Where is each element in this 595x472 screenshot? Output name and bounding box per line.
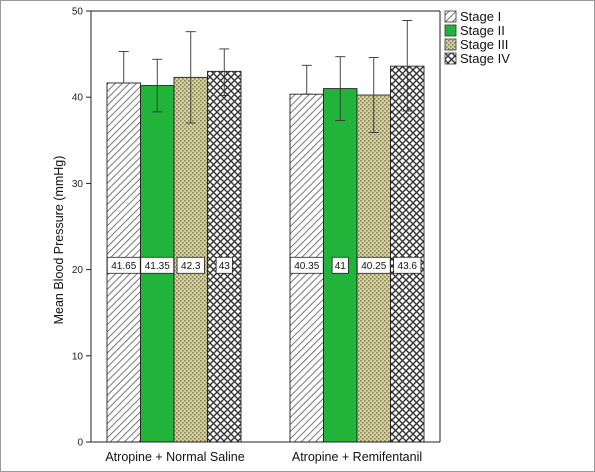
data-label: 42.3 bbox=[181, 261, 201, 272]
y-axis-label: Mean Blood Pressure (mmHg) bbox=[52, 156, 66, 325]
legend-label: Stage II bbox=[460, 23, 505, 38]
y-tick-label: 20 bbox=[72, 265, 84, 276]
data-label: 40.35 bbox=[294, 261, 319, 272]
legend-swatch-stage-iv bbox=[444, 52, 457, 65]
legend-label: Stage I bbox=[460, 9, 501, 24]
data-label-box bbox=[106, 256, 141, 274]
y-tick-label: 0 bbox=[77, 438, 83, 449]
legend-label: Stage III bbox=[460, 37, 508, 52]
data-label-box bbox=[289, 256, 324, 274]
data-label: 41.35 bbox=[145, 261, 170, 272]
legend-swatch-stage-i bbox=[444, 10, 457, 23]
data-label-box bbox=[393, 256, 422, 274]
data-label: 41.65 bbox=[111, 261, 136, 272]
data-label-box bbox=[215, 256, 233, 274]
x-category-label: Atropine + Normal Saline bbox=[105, 450, 244, 464]
data-label-box bbox=[140, 256, 175, 274]
legend-swatch-stage-ii bbox=[444, 24, 457, 37]
y-tick-label: 10 bbox=[72, 351, 84, 362]
y-tick-label: 50 bbox=[72, 7, 84, 18]
bar bbox=[207, 70, 242, 443]
data-label-box bbox=[356, 256, 391, 274]
data-label: 41 bbox=[335, 261, 347, 272]
data-label-box bbox=[331, 256, 349, 274]
y-tick-label: 30 bbox=[72, 179, 84, 190]
y-tick-label: 40 bbox=[72, 93, 84, 104]
data-label: 40.25 bbox=[361, 261, 386, 272]
x-category-label: Atropine + Remifentanil bbox=[292, 450, 422, 464]
data-label-box bbox=[176, 256, 205, 274]
legend-label: Stage IV bbox=[460, 51, 510, 66]
data-label: 43 bbox=[219, 261, 231, 272]
legend-swatch-stage-iii bbox=[444, 38, 457, 51]
legend: Stage I Stage II Stage III Stage IV bbox=[444, 9, 510, 66]
bar bbox=[390, 65, 425, 443]
data-label: 43.6 bbox=[398, 261, 418, 272]
